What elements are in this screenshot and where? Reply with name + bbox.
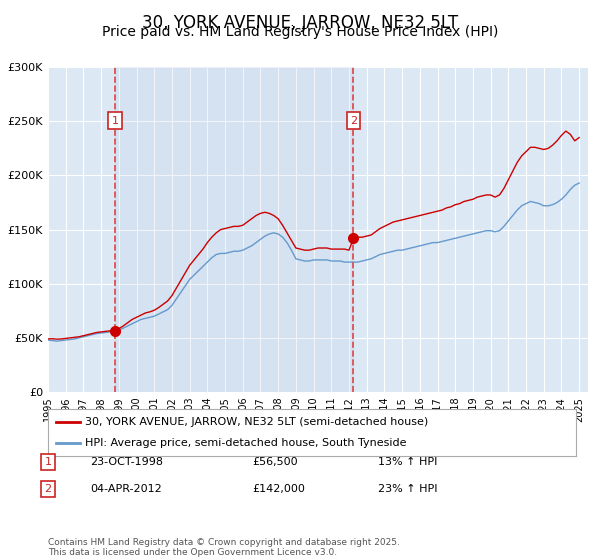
Text: 30, YORK AVENUE, JARROW, NE32 5LT (semi-detached house): 30, YORK AVENUE, JARROW, NE32 5LT (semi-… [85,417,428,427]
Text: 30, YORK AVENUE, JARROW, NE32 5LT: 30, YORK AVENUE, JARROW, NE32 5LT [142,14,458,32]
Text: £142,000: £142,000 [252,484,305,494]
Text: 23-OCT-1998: 23-OCT-1998 [90,457,163,467]
Text: Price paid vs. HM Land Registry's House Price Index (HPI): Price paid vs. HM Land Registry's House … [102,25,498,39]
Text: HPI: Average price, semi-detached house, South Tyneside: HPI: Average price, semi-detached house,… [85,438,406,448]
Text: £56,500: £56,500 [252,457,298,467]
Text: 2: 2 [350,116,357,126]
Bar [115,67,353,392]
Text: 04-APR-2012: 04-APR-2012 [90,484,162,494]
Text: Contains HM Land Registry data © Crown copyright and database right 2025.
This d: Contains HM Land Registry data © Crown c… [48,538,400,557]
Text: 1: 1 [44,457,52,467]
Text: 1: 1 [112,116,119,126]
Text: 2: 2 [44,484,52,494]
Text: 23% ↑ HPI: 23% ↑ HPI [378,484,437,494]
Text: 13% ↑ HPI: 13% ↑ HPI [378,457,437,467]
